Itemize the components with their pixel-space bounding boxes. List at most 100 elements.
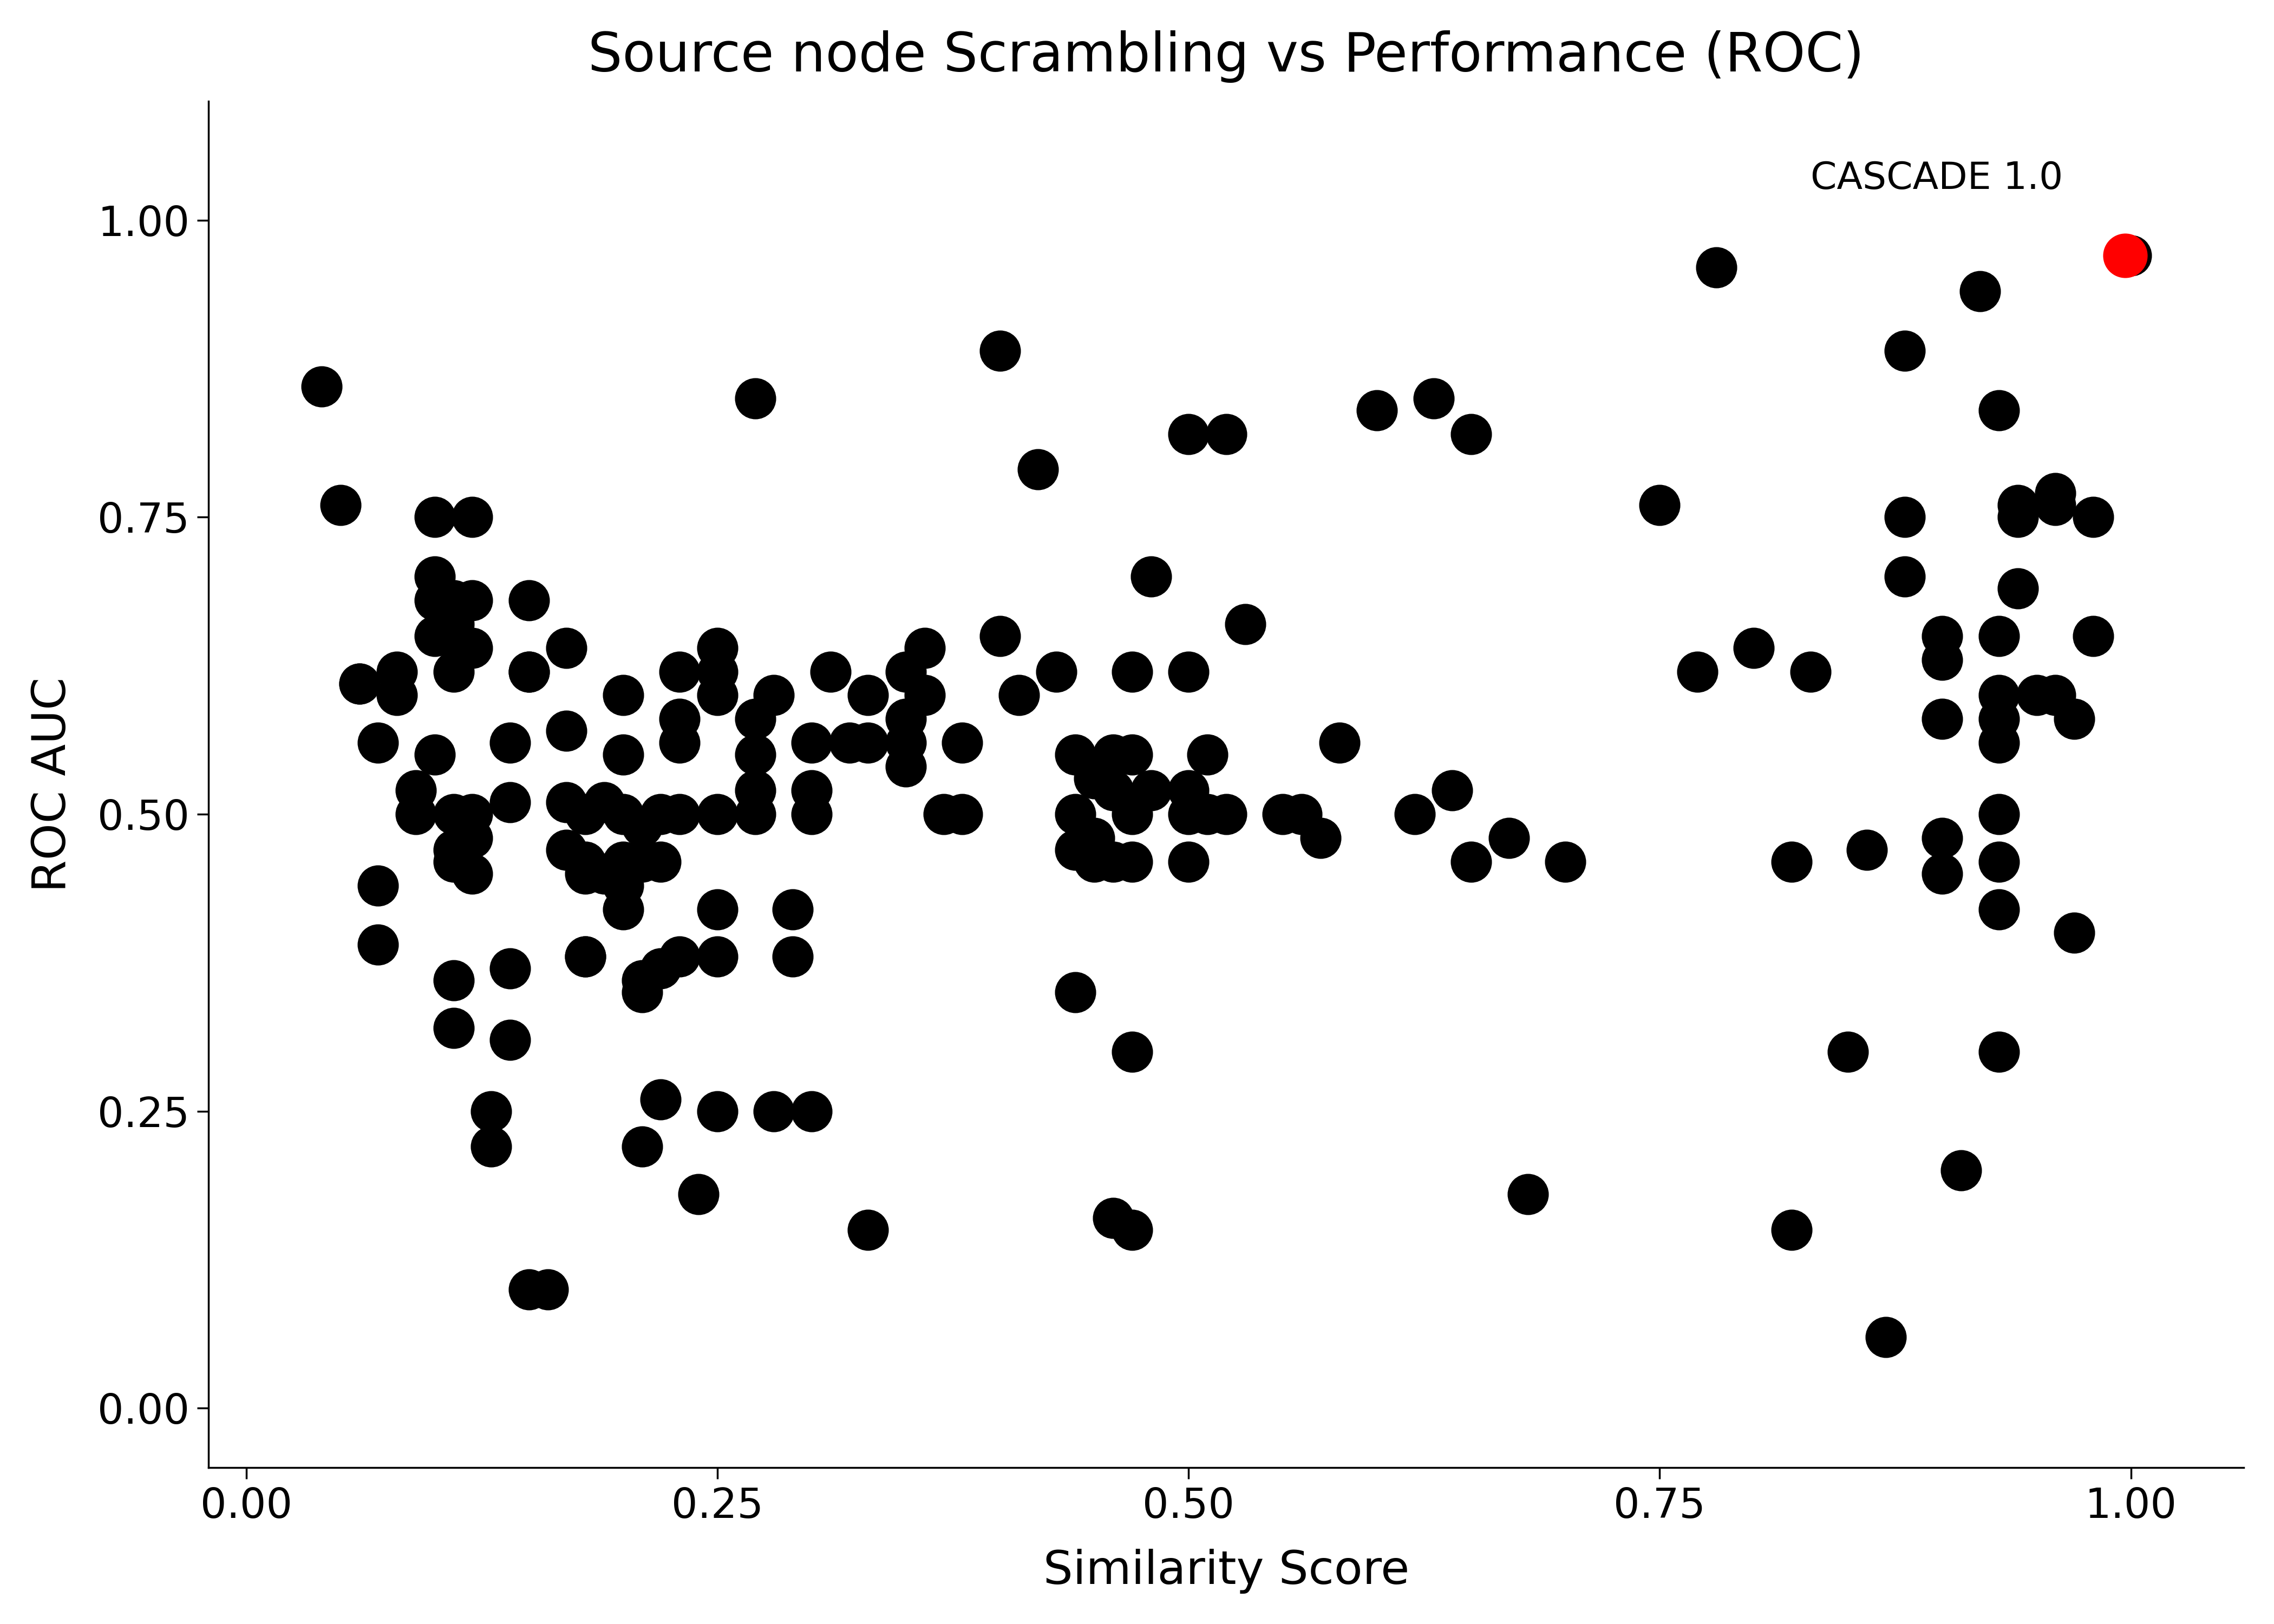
Point — [434, 836, 471, 862]
Point — [812, 659, 848, 685]
Point — [323, 492, 359, 518]
Point — [907, 682, 944, 708]
Point — [359, 729, 396, 755]
Point — [1981, 801, 2017, 827]
Point — [1981, 706, 2017, 732]
Point — [1924, 706, 1960, 732]
Point — [530, 1276, 566, 1302]
Point — [1189, 801, 1226, 827]
Point — [698, 659, 735, 685]
Point — [359, 872, 396, 898]
Point — [1924, 624, 1960, 650]
Point — [1283, 801, 1319, 827]
Point — [1981, 398, 2017, 424]
Point — [830, 729, 866, 755]
Point — [1171, 778, 1207, 804]
Point — [944, 729, 980, 755]
Point — [359, 932, 396, 958]
Point — [2108, 242, 2144, 268]
Point — [775, 944, 812, 970]
Point — [566, 849, 603, 875]
Point — [1396, 801, 1433, 827]
Point — [605, 801, 641, 827]
Point — [548, 718, 584, 744]
Point — [1076, 849, 1112, 875]
Point — [1414, 385, 1451, 411]
Point — [1039, 659, 1076, 685]
Point — [887, 754, 923, 780]
Point — [1171, 421, 1207, 447]
Text: CASCADE 1.0: CASCADE 1.0 — [1810, 161, 2063, 197]
Point — [794, 1098, 830, 1124]
Point — [398, 801, 434, 827]
Point — [1981, 682, 2017, 708]
Point — [434, 588, 471, 614]
Point — [455, 825, 491, 851]
Point — [341, 671, 377, 697]
Point — [1924, 646, 1960, 672]
Point — [473, 1134, 509, 1160]
Point — [605, 682, 641, 708]
Point — [587, 789, 623, 815]
Point — [1132, 564, 1169, 590]
Point — [698, 801, 735, 827]
Point — [1849, 836, 1885, 862]
Point — [398, 778, 434, 804]
Point — [1435, 778, 1471, 804]
Point — [698, 944, 735, 970]
Point — [1453, 421, 1489, 447]
Point — [455, 588, 491, 614]
Point — [907, 635, 944, 661]
Point — [491, 955, 528, 981]
Point — [548, 635, 584, 661]
Point — [887, 729, 923, 755]
Point — [605, 896, 641, 922]
Point — [1114, 801, 1151, 827]
Point — [455, 635, 491, 661]
Point — [850, 1216, 887, 1242]
Point — [1057, 836, 1094, 862]
Point — [455, 861, 491, 887]
Point — [1453, 849, 1489, 875]
Point — [644, 849, 680, 875]
Point — [605, 872, 641, 898]
Point — [698, 1098, 735, 1124]
Point — [662, 801, 698, 827]
Point — [1999, 503, 2035, 529]
Point — [1981, 1039, 2017, 1065]
Point — [2056, 706, 2092, 732]
Point — [1076, 825, 1112, 851]
Point — [2019, 682, 2056, 708]
Point — [434, 624, 471, 650]
Point — [455, 801, 491, 827]
Point — [1207, 801, 1244, 827]
Point — [434, 849, 471, 875]
Point — [1831, 1039, 1867, 1065]
Point — [794, 778, 830, 804]
Title: Source node Scrambling vs Performance (ROC): Source node Scrambling vs Performance (R… — [589, 31, 1865, 83]
Point — [1774, 1216, 1810, 1242]
Point — [1096, 778, 1132, 804]
Point — [1114, 742, 1151, 768]
Point — [380, 659, 416, 685]
Point — [698, 635, 735, 661]
Point — [341, 671, 377, 697]
Point — [887, 706, 923, 732]
Point — [850, 682, 887, 708]
Point — [587, 861, 623, 887]
Point — [1057, 742, 1094, 768]
Point — [512, 588, 548, 614]
Point — [1887, 503, 1924, 529]
Point — [434, 968, 471, 994]
Point — [1228, 611, 1264, 637]
Point — [737, 385, 773, 411]
Point — [944, 801, 980, 827]
Point — [1264, 801, 1301, 827]
Point — [737, 706, 773, 732]
Point — [1887, 338, 1924, 364]
Point — [512, 659, 548, 685]
Point — [1999, 575, 2035, 601]
Point — [566, 801, 603, 827]
Point — [416, 503, 453, 529]
Point — [1114, 1039, 1151, 1065]
